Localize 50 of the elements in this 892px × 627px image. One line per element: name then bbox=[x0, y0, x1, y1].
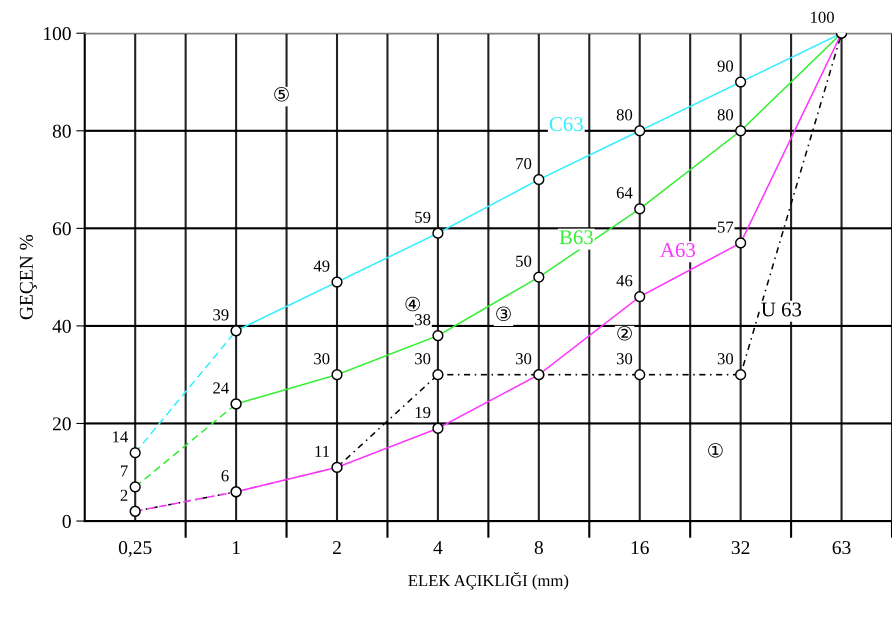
data-label: 100 bbox=[811, 12, 834, 23]
y-tick-label: 20 bbox=[52, 417, 71, 430]
x-tick-label: 4 bbox=[433, 541, 442, 554]
x-tick-label: 32 bbox=[732, 541, 750, 554]
y-tick-label: 80 bbox=[52, 124, 71, 138]
data-label: 14 bbox=[113, 431, 128, 442]
x-tick-label: 0,25 bbox=[118, 541, 152, 557]
data-label: 90 bbox=[718, 60, 734, 72]
data-label: 70 bbox=[516, 158, 532, 170]
data-label: 11 bbox=[315, 446, 330, 457]
x-tick-label: 8 bbox=[534, 541, 543, 554]
series-label: C63 bbox=[550, 117, 583, 132]
series-label: U 63 bbox=[761, 302, 802, 316]
data-label: 49 bbox=[314, 260, 330, 272]
y-axis-title: GEÇEN % bbox=[20, 234, 37, 320]
data-label: 7 bbox=[121, 465, 128, 476]
x-tick-label: 16 bbox=[632, 541, 649, 554]
y-tick-label: 60 bbox=[52, 222, 71, 236]
data-label: 30 bbox=[616, 353, 632, 364]
series-label: A63 bbox=[660, 242, 695, 257]
data-label: 46 bbox=[616, 275, 632, 286]
x-tick-label: 2 bbox=[333, 541, 341, 554]
data-label: 2 bbox=[120, 490, 128, 501]
data-label: 39 bbox=[213, 309, 228, 320]
data-label: 59 bbox=[415, 212, 430, 223]
data-label: 19 bbox=[416, 406, 430, 418]
y-tick-label: 100 bbox=[44, 27, 71, 40]
data-label: 64 bbox=[616, 187, 633, 199]
x-axis-title: ELEK AÇIKLIĞI (mm) bbox=[408, 572, 568, 590]
data-label: 80 bbox=[718, 109, 734, 120]
x-tick-label: 1 bbox=[232, 541, 240, 554]
y-tick-label: 40 bbox=[52, 320, 71, 333]
annotation: ① bbox=[708, 443, 723, 458]
data-label: 30 bbox=[718, 353, 734, 364]
data-label: 30 bbox=[516, 353, 532, 364]
x-tick-label: 63 bbox=[832, 541, 851, 554]
data-label: 80 bbox=[616, 109, 632, 120]
data-label: 6 bbox=[222, 470, 229, 482]
annotation: ⑤ bbox=[274, 86, 289, 102]
data-label: 57 bbox=[718, 222, 734, 233]
series-label: B63 bbox=[560, 230, 593, 244]
annotation: ④ bbox=[405, 296, 420, 312]
data-label: 38 bbox=[415, 314, 430, 326]
data-label: 24 bbox=[213, 382, 229, 394]
data-label: 30 bbox=[415, 353, 430, 364]
annotation: ② bbox=[617, 326, 632, 341]
y-tick-label: 0 bbox=[62, 514, 71, 528]
annotation: ③ bbox=[496, 306, 511, 322]
data-label: 50 bbox=[516, 256, 532, 267]
data-label: 30 bbox=[314, 353, 330, 364]
